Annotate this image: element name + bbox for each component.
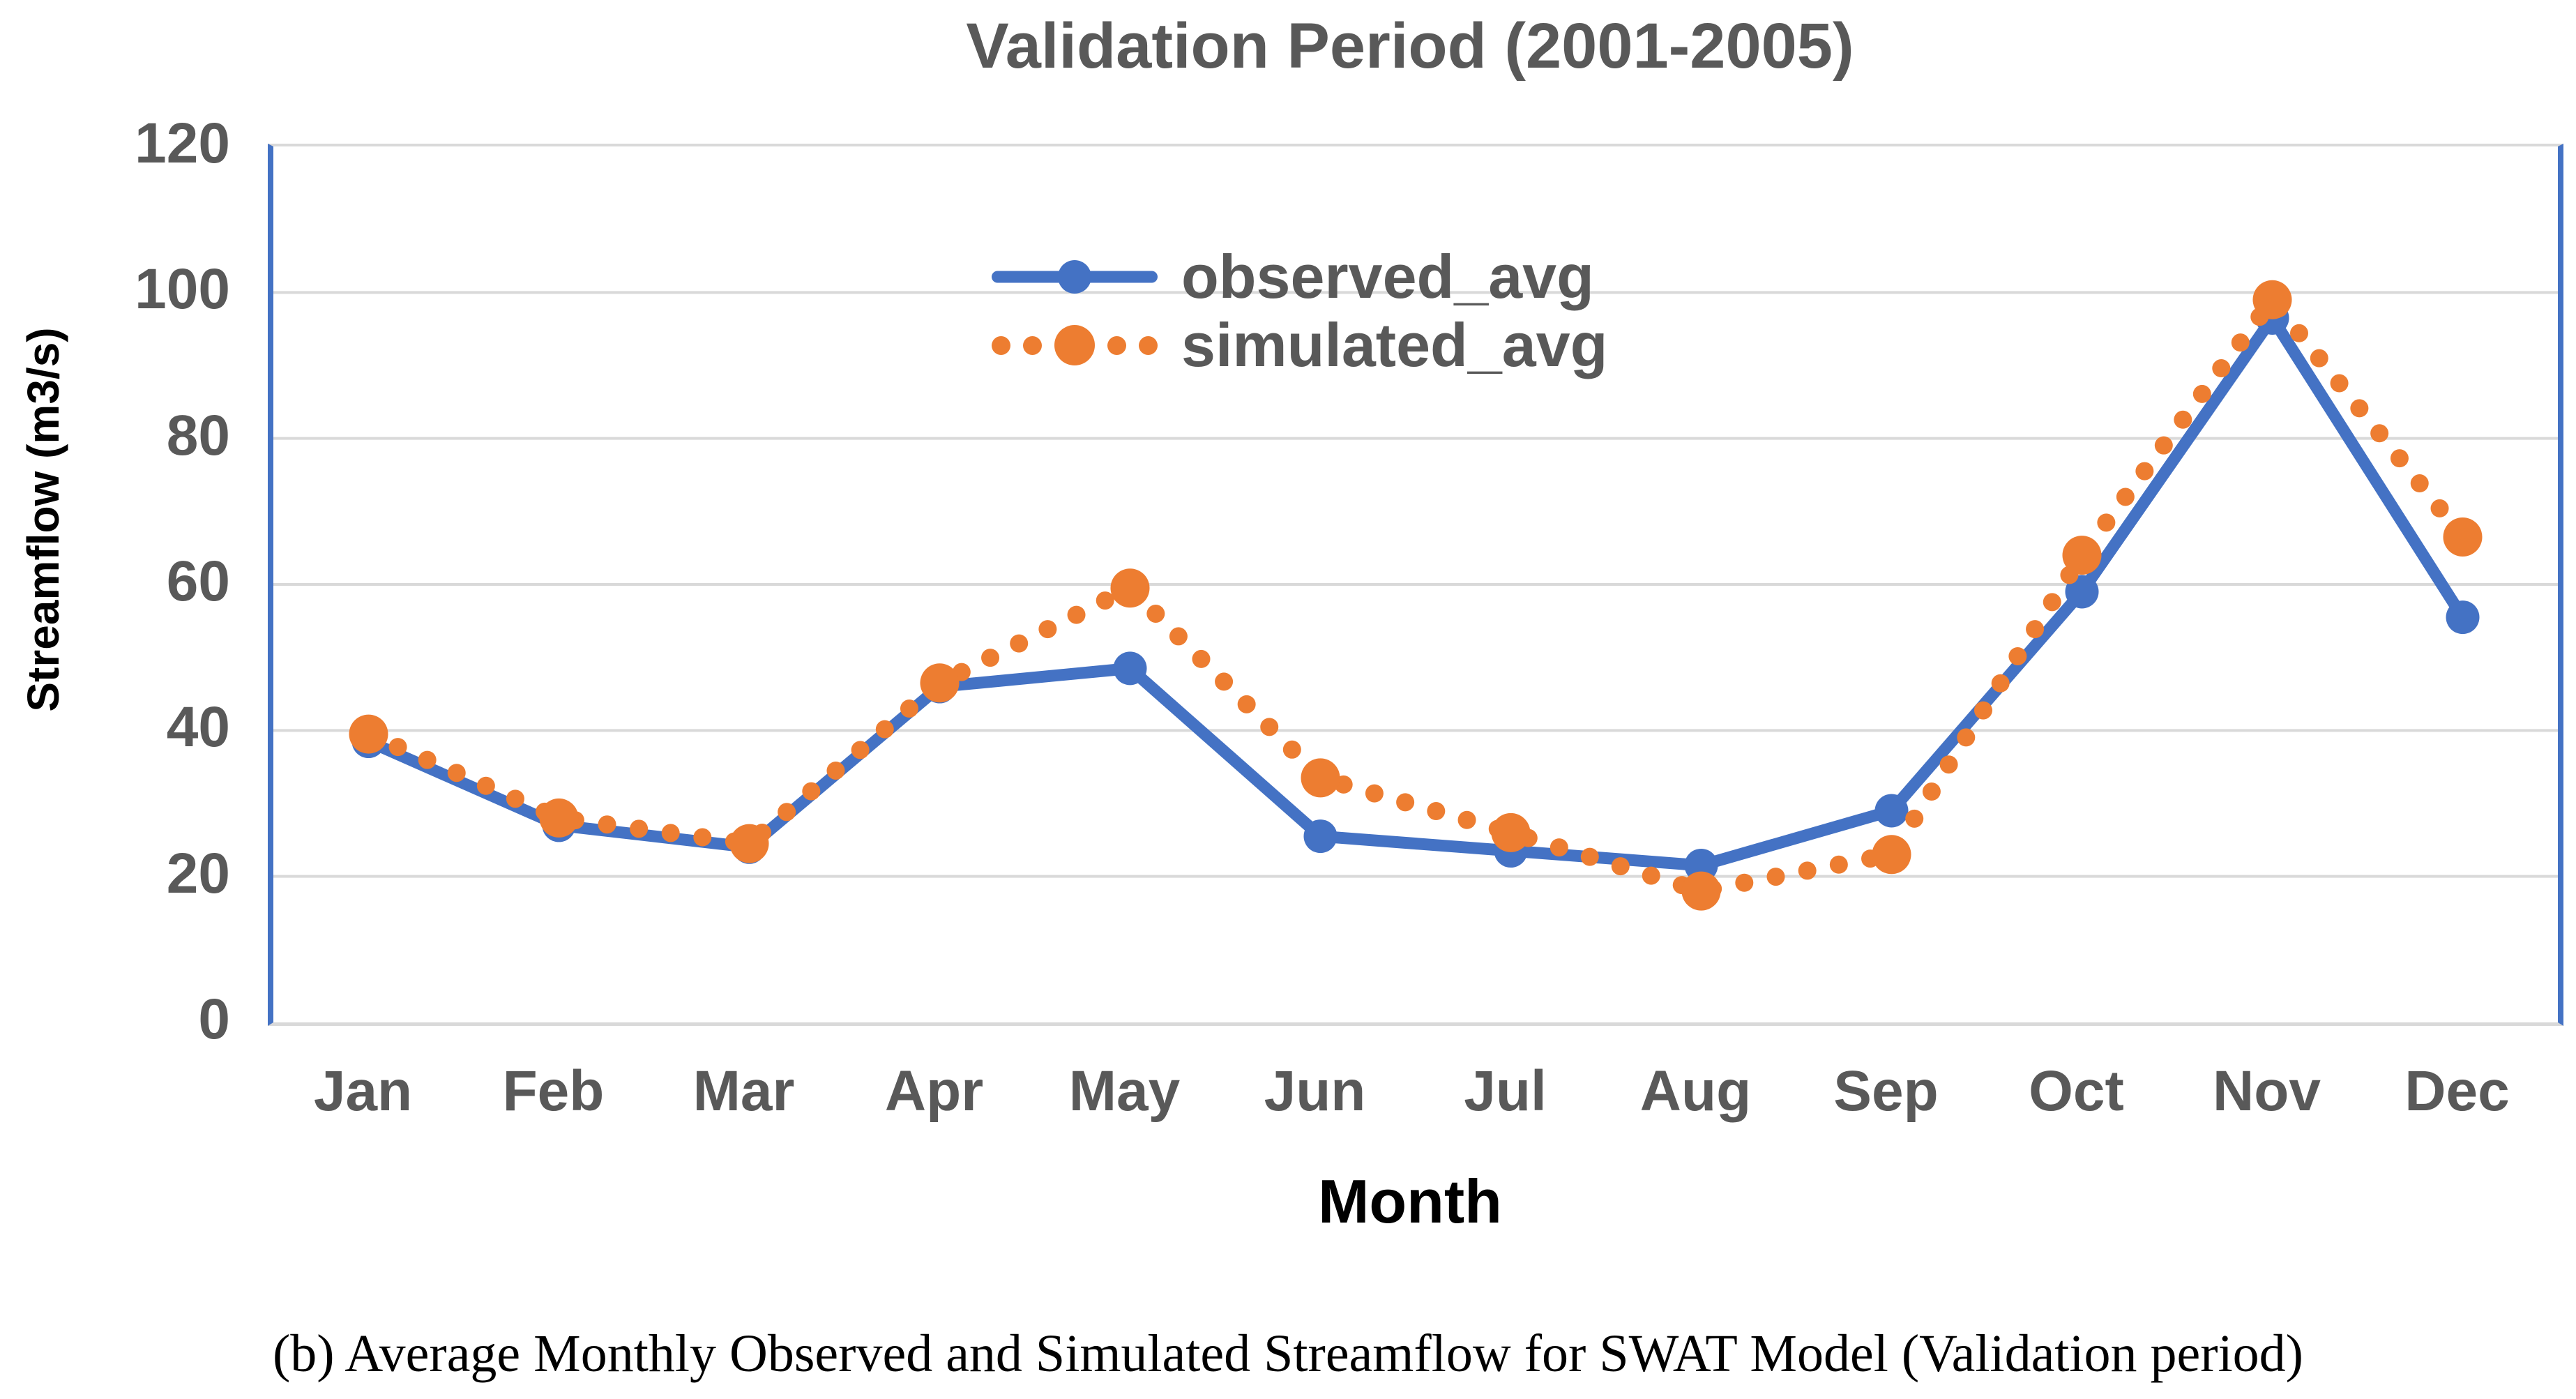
legend-label-simulated: simulated_avg — [1181, 310, 1608, 379]
observed_avg-marker-Sep — [1874, 794, 1909, 828]
chart-canvas — [273, 280, 2558, 911]
x-tick-label-Oct: Oct — [2029, 1059, 2124, 1123]
simulated_avg-marker-Jul — [1491, 812, 1531, 852]
x-axis-title: Month — [1318, 1167, 1502, 1236]
circle-marker-icon — [1058, 260, 1091, 294]
x-tick-label-Jul: Jul — [1464, 1059, 1547, 1123]
observed_avg-marker-Dec — [2446, 600, 2480, 635]
observed_avg-marker-Oct — [2065, 575, 2099, 609]
x-tick-label-Sep: Sep — [1833, 1059, 1939, 1123]
legend: observed_avg simulated_avg — [992, 242, 1608, 379]
simulated_avg-line — [359, 290, 2472, 900]
simulated_avg-marker-May — [1110, 568, 1150, 608]
figure-caption: (b) Average Monthly Observed and Simulat… — [272, 1324, 2303, 1383]
y-tick-label: 80 — [166, 403, 230, 467]
chart-title: Validation Period (2001-2005) — [966, 10, 1854, 82]
y-tick-label: 20 — [166, 841, 230, 905]
y-tick-label: 100 — [135, 257, 230, 322]
simulated_avg-marker-Feb — [539, 798, 579, 838]
simulated_avg-marker-Dec — [2443, 517, 2483, 557]
x-tick-label-Feb: Feb — [502, 1059, 605, 1123]
observed-line-sample — [992, 243, 1158, 311]
simulated_avg-marker-Nov — [2252, 280, 2292, 319]
y-tick-label: 60 — [166, 550, 230, 613]
y-axis-title: Streamflow (m3/s) — [18, 327, 68, 712]
plot-area — [268, 144, 2563, 1026]
x-tick-label-May: May — [1068, 1059, 1181, 1123]
simulated_avg-marker-Apr — [920, 663, 960, 703]
simulated_avg-marker-Mar — [729, 824, 769, 863]
x-tick-label-Apr: Apr — [884, 1059, 984, 1123]
y-tick-label: 0 — [198, 988, 230, 1051]
simulated_avg-marker-Aug — [1681, 871, 1721, 911]
simulated-line-sample — [992, 311, 1158, 379]
x-tick-label-Jan: Jan — [313, 1059, 413, 1123]
y-tick-label: 120 — [135, 112, 230, 175]
simulated_avg-marker-Oct — [2062, 536, 2102, 575]
observed_avg-line — [363, 312, 2469, 872]
x-tick-label-Nov: Nov — [2213, 1059, 2321, 1123]
x-tick-label-Aug: Aug — [1639, 1059, 1752, 1123]
x-tick-label-Jun: Jun — [1264, 1059, 1366, 1123]
legend-entry-simulated: simulated_avg — [992, 310, 1608, 379]
observed_avg-marker-Jun — [1303, 819, 1338, 854]
simulated_avg-marker-Jun — [1301, 758, 1340, 798]
simulated_avg-marker-Jan — [349, 714, 388, 754]
circle-marker-icon — [1054, 325, 1095, 365]
x-tick-label-Dec: Dec — [2404, 1059, 2510, 1123]
observed_avg-marker-May — [1113, 651, 1147, 686]
dotted-line-icon — [992, 325, 1158, 365]
simulated_avg-marker-Sep — [1872, 835, 1911, 875]
legend-entry-observed: observed_avg — [992, 242, 1607, 311]
x-tick-label-Mar: Mar — [692, 1059, 795, 1123]
y-tick-label: 40 — [166, 695, 230, 759]
legend-label-observed: observed_avg — [1181, 242, 1594, 311]
